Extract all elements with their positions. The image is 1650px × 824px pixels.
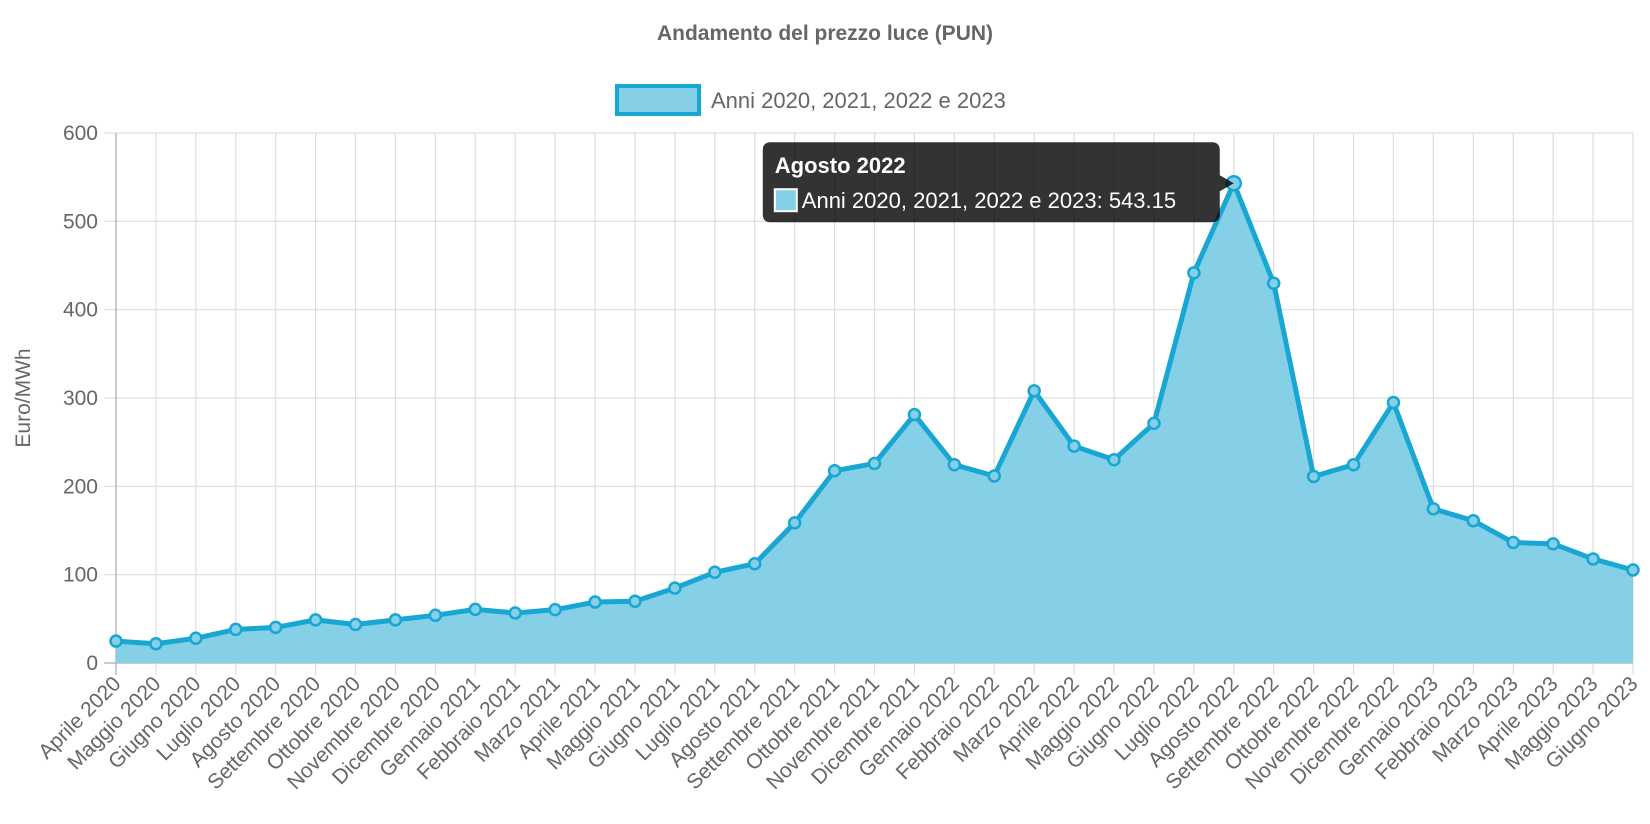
- data-point[interactable]: [1187, 266, 1201, 280]
- y-tick-label: 200: [63, 475, 98, 498]
- data-point[interactable]: [548, 602, 562, 617]
- data-point[interactable]: [987, 469, 1002, 483]
- data-point[interactable]: [947, 457, 962, 472]
- tooltip-title: Agosto 2022: [775, 153, 906, 178]
- series-points: [109, 174, 1640, 651]
- chart-title: Andamento del prezzo luce (PUN): [657, 22, 993, 45]
- data-point[interactable]: [229, 622, 243, 637]
- legend[interactable]: Anni 2020, 2021, 2022 e 2023: [615, 84, 1006, 116]
- data-point[interactable]: [468, 602, 483, 617]
- legend-swatch[interactable]: [615, 84, 701, 116]
- y-tick-label: 600: [63, 122, 98, 145]
- tooltip-box: [762, 142, 1234, 223]
- data-point[interactable]: [1586, 552, 1600, 566]
- data-point[interactable]: [1546, 537, 1560, 551]
- tooltip-swatch: [773, 188, 798, 213]
- data-point[interactable]: [428, 608, 443, 623]
- data-point[interactable]: [1626, 563, 1640, 577]
- data-point[interactable]: [907, 407, 922, 422]
- y-tick-label: 300: [63, 387, 98, 410]
- data-point[interactable]: [1067, 439, 1081, 453]
- data-point[interactable]: [268, 620, 283, 635]
- data-point[interactable]: [827, 464, 842, 478]
- tooltip-label: Anni 2020, 2021, 2022 e 2023: 543.15: [802, 188, 1176, 213]
- data-point[interactable]: [1107, 452, 1121, 467]
- data-point[interactable]: [1426, 502, 1441, 516]
- data-point[interactable]: [867, 456, 882, 471]
- data-point[interactable]: [787, 516, 802, 530]
- series-area: [116, 183, 1633, 663]
- data-point[interactable]: [508, 606, 522, 620]
- data-point[interactable]: [628, 594, 642, 609]
- y-tick-label: 400: [63, 299, 98, 322]
- y-tick-label: 100: [63, 564, 98, 587]
- data-point[interactable]: [308, 613, 323, 627]
- data-point[interactable]: [388, 613, 403, 627]
- tooltip: Agosto 2022 Anni 2020, 2021, 2022 e 2023…: [762, 142, 1234, 223]
- data-point[interactable]: [1466, 513, 1481, 528]
- data-point[interactable]: [1027, 384, 1041, 398]
- data-point[interactable]: [1306, 469, 1321, 484]
- y-axis-label: Euro/MWh: [12, 348, 35, 447]
- data-point[interactable]: [109, 634, 123, 648]
- data-point[interactable]: [1147, 416, 1161, 431]
- data-point[interactable]: [588, 595, 602, 609]
- data-point[interactable]: [149, 636, 163, 651]
- data-point[interactable]: [1346, 457, 1361, 472]
- data-point[interactable]: [747, 556, 762, 571]
- data-point[interactable]: [1506, 535, 1520, 550]
- data-point[interactable]: [189, 631, 203, 646]
- data-point[interactable]: [708, 565, 722, 580]
- data-point[interactable]: [668, 581, 682, 595]
- data-point[interactable]: [348, 617, 363, 632]
- legend-label[interactable]: Anni 2020, 2021, 2022 e 2023: [711, 88, 1006, 113]
- y-tick-label: 500: [63, 210, 98, 233]
- data-point[interactable]: [1386, 395, 1401, 410]
- data-point[interactable]: [1266, 276, 1281, 291]
- y-axis-ticks: 0 100 200 300 400 500 600: [63, 122, 98, 675]
- y-tick-label: 0: [86, 652, 98, 675]
